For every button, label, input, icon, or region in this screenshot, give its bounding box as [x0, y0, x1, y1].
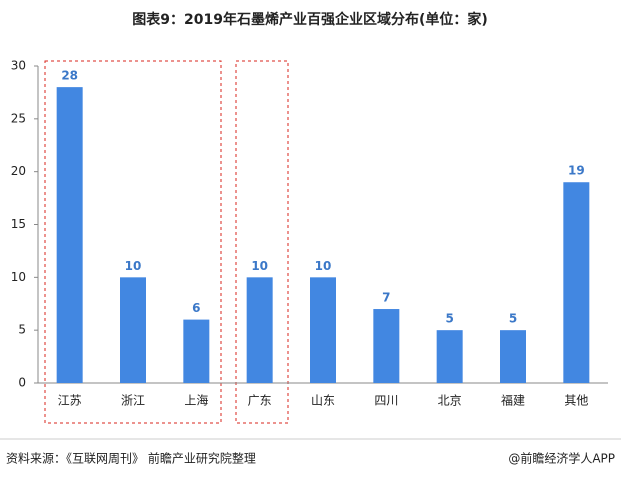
bar: [310, 277, 336, 383]
data-label: 10: [251, 259, 268, 273]
chart-title: 图表9：2019年石墨烯产业百强企业区域分布(单位：家): [132, 11, 488, 28]
bar: [436, 330, 463, 383]
x-tick-label: 北京: [438, 394, 462, 408]
data-label: 10: [125, 259, 142, 273]
highlight-box: [235, 60, 289, 424]
bar: [373, 309, 400, 383]
data-label: 5: [509, 312, 517, 326]
source-note: 资料来源：《互联网周刊》 前瞻产业研究院整理: [6, 451, 256, 466]
x-tick-label: 福建: [501, 393, 525, 408]
y-tick-label: 25: [11, 111, 26, 125]
x-tick-label: 四川: [374, 394, 398, 408]
data-label: 7: [382, 291, 390, 305]
data-label: 6: [192, 301, 200, 315]
credit: @前瞻经济学人APP: [508, 451, 615, 466]
y-tick-label: 10: [11, 270, 26, 284]
bar: [120, 277, 146, 383]
bar: [56, 87, 83, 383]
data-label: 19: [568, 164, 585, 178]
bar: [183, 319, 210, 383]
bar: [500, 330, 526, 383]
x-tick-label: 浙江: [121, 394, 145, 408]
x-tick-label: 上海: [184, 393, 208, 408]
x-tick-label: 山东: [311, 394, 335, 408]
x-tick-label: 广东: [248, 394, 272, 408]
bar: [246, 277, 273, 383]
bar: [563, 182, 590, 383]
x-tick-label: 江苏: [58, 394, 82, 408]
x-tick-label: 其他: [564, 394, 588, 408]
y-tick-label: 0: [18, 376, 26, 390]
y-tick-label: 5: [18, 323, 26, 337]
highlight-box: [44, 60, 222, 424]
y-tick-label: 15: [11, 217, 26, 231]
data-label: 28: [61, 69, 78, 83]
data-label: 5: [445, 312, 453, 326]
data-label: 10: [315, 259, 332, 273]
y-tick-label: 30: [11, 59, 26, 73]
y-tick-label: 20: [11, 164, 26, 178]
